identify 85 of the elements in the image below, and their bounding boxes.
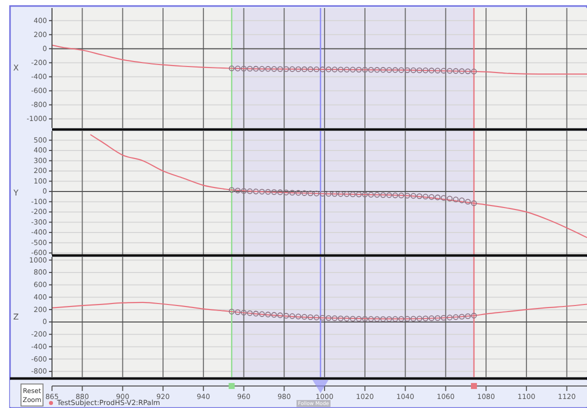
point: [440, 195, 447, 201]
point: [234, 309, 241, 316]
point: [289, 190, 296, 196]
point: [344, 316, 350, 322]
point: [240, 188, 247, 194]
point: [398, 316, 404, 322]
point: [308, 314, 314, 320]
point: [247, 310, 253, 316]
point: [253, 188, 259, 194]
point: [465, 198, 471, 205]
point: [332, 315, 338, 322]
point: [422, 194, 428, 200]
point: [428, 194, 434, 200]
point: [302, 314, 308, 320]
point: [326, 190, 332, 197]
point: [253, 310, 259, 317]
point: [434, 194, 440, 200]
point: [422, 316, 428, 322]
point: [356, 192, 362, 198]
point: [368, 316, 374, 322]
point: [289, 313, 296, 319]
point: [362, 192, 368, 198]
point: [259, 311, 265, 317]
point: [386, 316, 392, 322]
point: [356, 316, 362, 322]
point: [392, 192, 398, 198]
point: [314, 190, 320, 196]
point: [452, 196, 459, 202]
point: [362, 316, 368, 322]
point: [308, 190, 314, 196]
y-axis-title: X: [13, 64, 20, 73]
point: [410, 193, 416, 199]
point: [271, 189, 277, 195]
point: [398, 192, 404, 198]
point: [265, 189, 271, 195]
point: [240, 310, 247, 316]
point: [368, 192, 374, 198]
point: [428, 315, 434, 322]
point: [326, 315, 332, 321]
point: [283, 190, 290, 196]
y-axis-title: Z: [13, 312, 20, 322]
point: [380, 192, 386, 198]
point: [386, 192, 392, 198]
point: [471, 312, 477, 318]
point: [302, 190, 308, 196]
point: [440, 314, 447, 321]
point: [295, 314, 302, 320]
point: [277, 189, 283, 196]
point: [471, 200, 477, 206]
point: [374, 316, 380, 322]
point: [434, 315, 440, 321]
point: [277, 312, 283, 318]
point: [265, 312, 271, 318]
point: [446, 196, 453, 202]
point: [320, 314, 326, 321]
point: [374, 192, 380, 198]
point: [295, 190, 302, 196]
point: [283, 312, 290, 319]
y-axis-title: Y: [12, 188, 19, 198]
point: [452, 314, 459, 320]
point: [247, 188, 253, 194]
point: [458, 314, 465, 320]
point: [350, 316, 356, 322]
point: [380, 316, 386, 322]
point: [259, 188, 265, 195]
point: [416, 316, 422, 322]
point: [458, 198, 465, 204]
point: [404, 316, 410, 322]
point: [410, 316, 416, 322]
point: [314, 314, 320, 320]
point: [465, 313, 471, 320]
point: [228, 308, 235, 314]
point: [416, 193, 422, 200]
point: [271, 312, 277, 318]
point: [228, 187, 235, 193]
point: [344, 191, 350, 197]
point: [350, 191, 356, 198]
point: [320, 190, 326, 197]
point: [392, 316, 398, 322]
point: [338, 316, 344, 322]
point: [446, 314, 453, 320]
point: [234, 188, 241, 194]
point: [338, 191, 344, 197]
point: [332, 191, 338, 197]
point: [404, 192, 410, 199]
